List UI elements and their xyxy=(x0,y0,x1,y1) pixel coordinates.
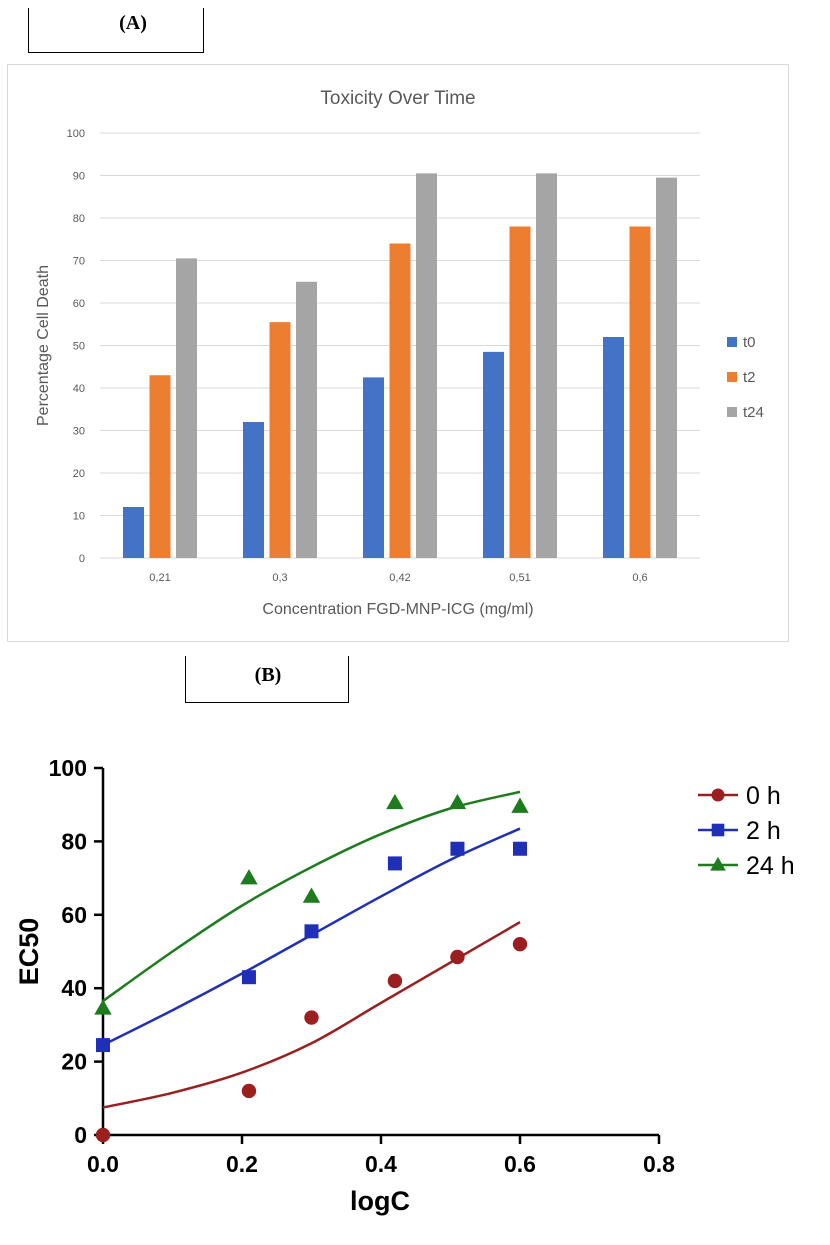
data-point-24h-3 xyxy=(386,793,404,810)
y-tick-label: 50 xyxy=(73,341,85,353)
y-tick-label: 0 xyxy=(79,553,85,565)
bar-t2-0,21 xyxy=(149,375,171,558)
x-tick-label: 0,3 xyxy=(272,572,287,584)
legend-marker-24h xyxy=(710,856,726,871)
bar-t0-0,3 xyxy=(243,422,264,558)
data-point-2h-1 xyxy=(241,970,256,985)
x-tick-label: 0.8 xyxy=(643,1151,675,1177)
data-point-0h-3 xyxy=(387,973,403,989)
legend-label-0h: 0 h xyxy=(746,782,781,810)
legend-swatch-t0 xyxy=(727,337,737,347)
data-point-2h-5 xyxy=(513,841,527,856)
legend-marker-2h xyxy=(711,823,725,837)
chart-title: Toxicity Over Time xyxy=(320,88,475,109)
data-point-2h-4 xyxy=(450,841,465,856)
data-point-0h-4 xyxy=(450,949,465,965)
x-tick-label: 0.0 xyxy=(87,1151,119,1177)
bar-t24-0,6 xyxy=(656,177,677,558)
fit-curve-0h xyxy=(102,921,521,1109)
bar-t24-0,21 xyxy=(176,258,197,558)
legend-label-t2: t2 xyxy=(743,369,756,386)
y-tick-label: 0 xyxy=(74,1122,87,1148)
y-tick-label: 100 xyxy=(49,755,87,781)
y-tick-label: 90 xyxy=(73,171,85,183)
legend-label-2h: 2 h xyxy=(746,817,781,845)
legend-label-t0: t0 xyxy=(743,334,756,351)
data-point-0h-1 xyxy=(241,1083,257,1099)
y-tick-label: 30 xyxy=(73,426,85,438)
x-axis-label: logC xyxy=(350,1186,410,1216)
x-tick-label: 0.2 xyxy=(226,1151,258,1177)
legend-swatch-t2 xyxy=(727,372,737,382)
bar-t2-0,6 xyxy=(629,226,651,558)
y-tick-label: 10 xyxy=(73,511,85,523)
bar-t2-0,42 xyxy=(389,243,411,558)
x-tick-label: 0,6 xyxy=(632,572,647,584)
data-point-24h-5 xyxy=(511,797,529,813)
x-tick-label: 0,51 xyxy=(509,572,530,584)
y-tick-label: 40 xyxy=(61,975,87,1001)
y-tick-label: 80 xyxy=(73,213,85,225)
x-tick-label: 0.4 xyxy=(365,1151,397,1177)
bar-t0-0,6 xyxy=(603,337,624,558)
panel-a-label-box xyxy=(28,8,204,53)
bar-t2-0,3 xyxy=(269,322,291,558)
bar-t0-0,21 xyxy=(123,507,144,558)
panel-b-label-box xyxy=(185,656,349,703)
data-point-0h-0 xyxy=(95,1127,111,1143)
y-tick-label: 20 xyxy=(61,1049,87,1075)
bar-t24-0,3 xyxy=(296,281,317,558)
chart-b: 0 20 40 60 80 100 0.0 0.2 0.4 0.6 0.8 logC EC50 0 h 2 … xyxy=(14,755,795,1216)
y-tick-label: 20 xyxy=(73,468,85,480)
y-tick-label: 100 xyxy=(67,128,85,140)
data-point-2h-2 xyxy=(304,924,319,939)
y-tick-label: 60 xyxy=(61,902,87,928)
x-axis-label: Concentration FGD-MNP-ICG (mg/ml) xyxy=(262,601,533,618)
data-point-24h-1 xyxy=(240,869,258,885)
bar-t0-0,42 xyxy=(363,377,384,558)
bar-t0-0,51 xyxy=(483,351,504,558)
data-point-0h-2 xyxy=(304,1010,319,1025)
x-tick-label: 0,21 xyxy=(149,572,170,584)
data-point-2h-3 xyxy=(387,856,402,871)
bar-t24-0,51 xyxy=(536,173,557,558)
data-point-24h-4 xyxy=(448,793,467,810)
y-tick-label: 70 xyxy=(73,256,85,268)
data-point-2h-0 xyxy=(96,1038,110,1053)
panel-b-label: (B) xyxy=(254,664,282,686)
y-tick-label: 60 xyxy=(73,298,85,310)
bar-t2-0,51 xyxy=(509,226,531,558)
x-tick-label: 0,42 xyxy=(389,572,410,584)
chart-a: Toxicity Over Time 0 10 20 30 40 50 60 70 80 90 100… xyxy=(35,88,764,618)
data-point-24h-2 xyxy=(302,887,321,903)
y-tick-label: 80 xyxy=(61,828,87,854)
legend-label-24h: 24 h xyxy=(746,852,795,880)
x-tick-label: 0.6 xyxy=(504,1151,536,1177)
y-axis-label: EC50 xyxy=(14,918,44,986)
legend-marker-0h xyxy=(711,788,725,802)
panel-a-label: (A) xyxy=(119,12,147,34)
data-point-0h-5 xyxy=(512,936,528,952)
y-axis-label: Percentage Cell Death xyxy=(35,265,52,426)
legend-swatch-t24 xyxy=(727,407,737,417)
legend-label-t24: t24 xyxy=(743,404,764,421)
y-tick-label: 40 xyxy=(73,383,85,395)
bar-t24-0,42 xyxy=(416,173,437,558)
data-point-24h-0 xyxy=(94,999,112,1015)
